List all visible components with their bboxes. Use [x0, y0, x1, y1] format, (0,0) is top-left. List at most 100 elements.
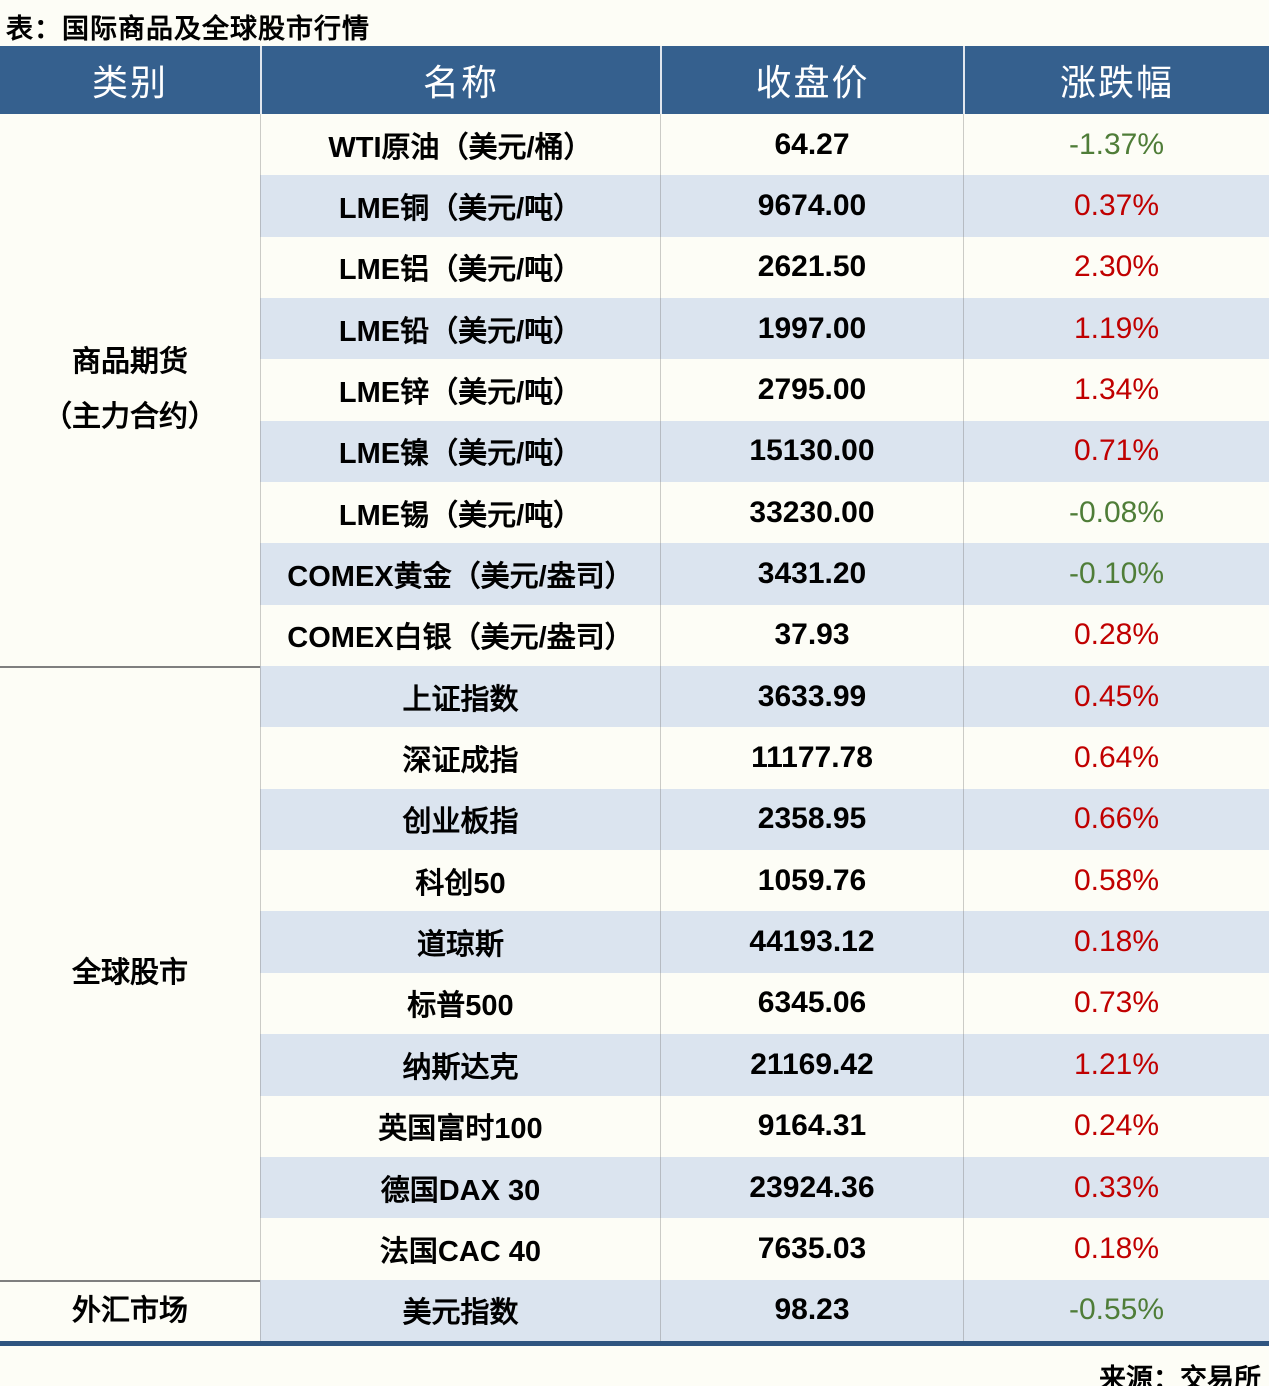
category-label: 外汇市场 — [71, 1294, 188, 1327]
change-percent: -1.37% — [963, 114, 1269, 176]
header-change-percent: 涨跌幅 — [963, 46, 1269, 114]
change-percent: 0.71% — [963, 420, 1269, 483]
instrument-name: 纳斯达克 — [260, 1034, 660, 1096]
table-row: 道琼斯 44193.12 0.18% — [260, 911, 1269, 973]
table-row: 标普500 6345.06 0.73% — [260, 972, 1269, 1035]
table-row: LME镍（美元/吨） 15130.00 0.71% — [260, 420, 1269, 483]
close-price: 33230.00 — [660, 482, 963, 544]
category-label: 商品期货 — [71, 345, 188, 378]
table-row: 英国富时100 9164.31 0.24% — [260, 1095, 1269, 1157]
table-row: 创业板指 2358.95 0.66% — [260, 788, 1269, 851]
table-row: 法国CAC 40 7635.03 0.18% — [260, 1218, 1269, 1280]
change-percent: 0.37% — [963, 175, 1269, 237]
instrument-name: WTI原油（美元/桶） — [260, 114, 660, 176]
instrument-name: 道琼斯 — [260, 911, 660, 973]
table-body: 商品期货 （主力合约） 全球股市外汇市场 WTI原油（美元/桶） 64.27 -1.37… — [0, 114, 1269, 1341]
table-bottom-rule — [0, 1340, 1269, 1346]
close-price: 23924.36 — [660, 1156, 963, 1219]
close-price: 98.23 — [660, 1279, 963, 1341]
table-row: 美元指数 98.23 -0.55% — [260, 1279, 1269, 1341]
category-column: 商品期货 （主力合约） 全球股市外汇市场 — [0, 114, 260, 1341]
category-label: 全球股市 — [71, 957, 188, 990]
change-percent: 0.18% — [963, 1218, 1269, 1280]
source-note: 来源：交易所 — [1099, 1363, 1261, 1386]
close-price: 3633.99 — [660, 666, 963, 728]
change-percent: 0.18% — [963, 911, 1269, 973]
change-percent: 1.21% — [963, 1034, 1269, 1096]
rows: WTI原油（美元/桶） 64.27 -1.37% LME铜（美元/吨） 9674.00 0… — [260, 114, 1269, 1341]
instrument-name: 科创50 — [260, 850, 660, 912]
close-price: 2621.50 — [660, 236, 963, 299]
instrument-name: 标普500 — [260, 972, 660, 1035]
header-name: 名称 — [260, 46, 660, 114]
table-row: 德国DAX 30 23924.36 0.33% — [260, 1156, 1269, 1219]
change-percent: 0.24% — [963, 1095, 1269, 1157]
category-cell: 商品期货 （主力合约） — [0, 114, 260, 666]
table-row: 深证成指 11177.78 0.64% — [260, 727, 1269, 789]
change-percent: 2.30% — [963, 236, 1269, 299]
table-row: 上证指数 3633.99 0.45% — [260, 666, 1269, 728]
market-table: 类别 名称 收盘价 涨跌幅 商品期货 （主力合约） 全球股市外汇市场 WTI原油（美… — [0, 46, 1269, 1346]
table-row: LME锌（美元/吨） 2795.00 1.34% — [260, 359, 1269, 421]
close-price: 11177.78 — [660, 727, 963, 789]
change-percent: -0.08% — [963, 482, 1269, 544]
instrument-name: 美元指数 — [260, 1279, 660, 1341]
category-label: （主力合约） — [42, 401, 217, 434]
table-row: 纳斯达克 21169.42 1.21% — [260, 1034, 1269, 1096]
change-percent: 0.33% — [963, 1156, 1269, 1219]
instrument-name: LME铝（美元/吨） — [260, 236, 660, 299]
close-price: 2795.00 — [660, 359, 963, 421]
instrument-name: LME铅（美元/吨） — [260, 298, 660, 360]
category-cell: 外汇市场 — [0, 1279, 260, 1341]
close-price: 1997.00 — [660, 298, 963, 360]
instrument-name: COMEX黄金（美元/盎司） — [260, 543, 660, 605]
change-percent: 0.58% — [963, 850, 1269, 912]
change-percent: -0.55% — [963, 1279, 1269, 1341]
close-price: 44193.12 — [660, 911, 963, 973]
close-price: 9164.31 — [660, 1095, 963, 1157]
header-close-price: 收盘价 — [660, 46, 963, 114]
table-row: LME锡（美元/吨） 33230.00 -0.08% — [260, 482, 1269, 544]
table-row: COMEX白银（美元/盎司） 37.93 0.28% — [260, 604, 1269, 667]
instrument-name: LME锌（美元/吨） — [260, 359, 660, 421]
instrument-name: LME锡（美元/吨） — [260, 482, 660, 544]
change-percent: 1.34% — [963, 359, 1269, 421]
instrument-name: LME铜（美元/吨） — [260, 175, 660, 237]
table-row: LME铝（美元/吨） 2621.50 2.30% — [260, 236, 1269, 299]
table-row: 科创50 1059.76 0.58% — [260, 850, 1269, 912]
close-price: 6345.06 — [660, 972, 963, 1035]
change-percent: 0.28% — [963, 604, 1269, 667]
page-title: 表：国际商品及全球股市行情 — [6, 14, 370, 44]
close-price: 15130.00 — [660, 420, 963, 483]
table-row: LME铜（美元/吨） 9674.00 0.37% — [260, 175, 1269, 237]
close-price: 3431.20 — [660, 543, 963, 605]
close-price: 37.93 — [660, 604, 963, 667]
table-row: COMEX黄金（美元/盎司） 3431.20 -0.10% — [260, 543, 1269, 605]
instrument-name: 英国富时100 — [260, 1095, 660, 1157]
instrument-name: LME镍（美元/吨） — [260, 420, 660, 483]
close-price: 1059.76 — [660, 850, 963, 912]
header-category: 类别 — [91, 63, 168, 103]
instrument-name: COMEX白银（美元/盎司） — [260, 604, 660, 667]
table-row: WTI原油（美元/桶） 64.27 -1.37% — [260, 114, 1269, 176]
instrument-name: 上证指数 — [260, 666, 660, 728]
close-price: 21169.42 — [660, 1034, 963, 1096]
close-price: 64.27 — [660, 114, 963, 176]
instrument-name: 深证成指 — [260, 727, 660, 789]
close-price: 7635.03 — [660, 1218, 963, 1280]
change-percent: -0.10% — [963, 543, 1269, 605]
change-percent: 1.19% — [963, 298, 1269, 360]
change-percent: 0.64% — [963, 727, 1269, 789]
category-cell: 全球股市 — [0, 666, 260, 1280]
instrument-name: 法国CAC 40 — [260, 1218, 660, 1280]
close-price: 2358.95 — [660, 788, 963, 851]
table-row: LME铅（美元/吨） 1997.00 1.19% — [260, 298, 1269, 360]
close-price: 9674.00 — [660, 175, 963, 237]
instrument-name: 德国DAX 30 — [260, 1156, 660, 1219]
table-header-row: 类别 名称 收盘价 涨跌幅 — [0, 46, 1269, 114]
change-percent: 0.45% — [963, 666, 1269, 728]
change-percent: 0.73% — [963, 972, 1269, 1035]
change-percent: 0.66% — [963, 788, 1269, 851]
instrument-name: 创业板指 — [260, 788, 660, 851]
